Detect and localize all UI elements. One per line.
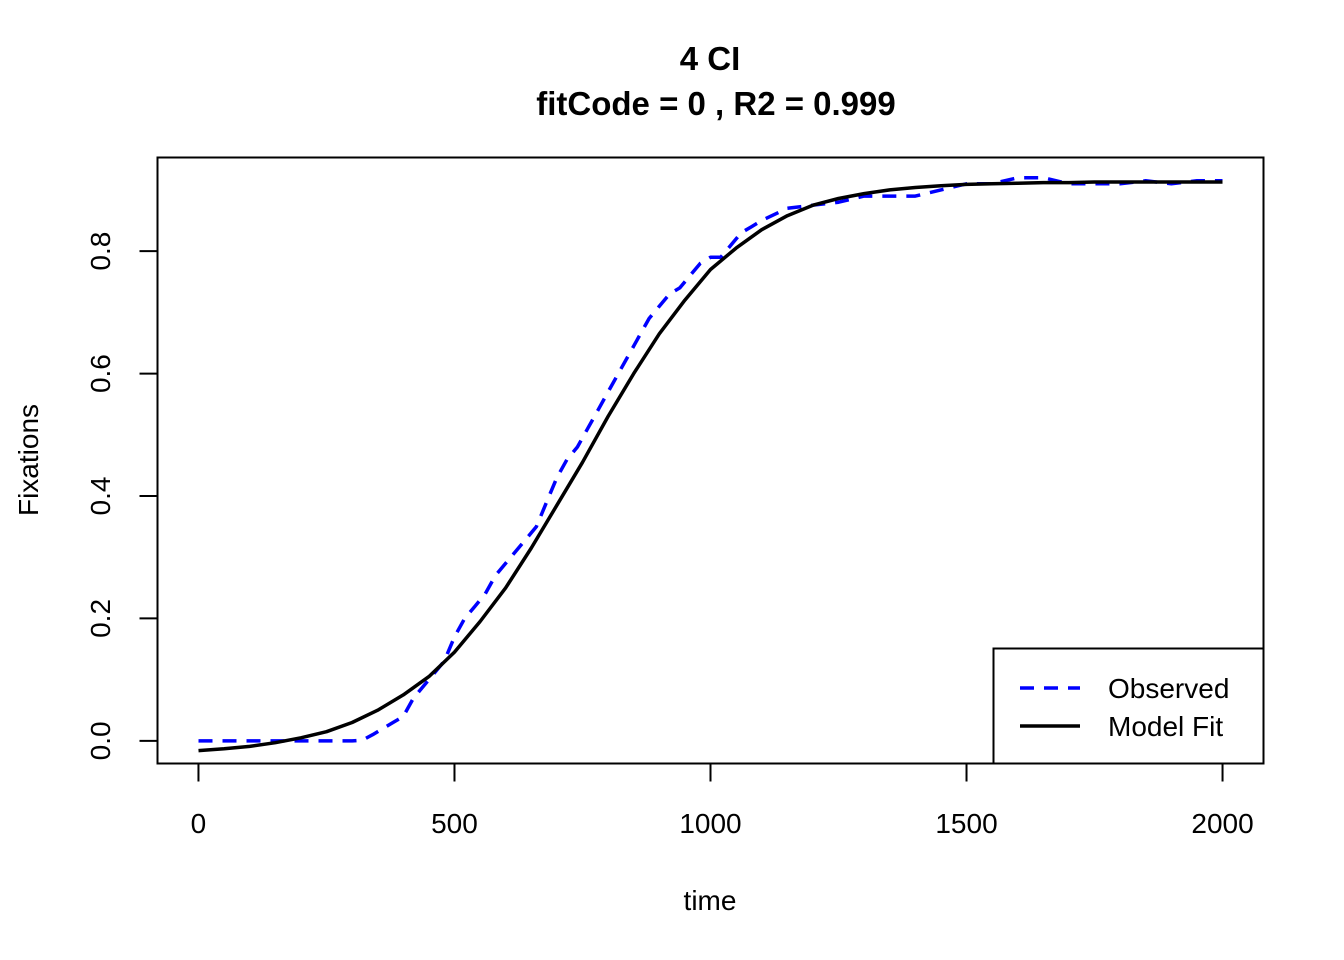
x-axis: 0 500 1000 1500 2000 — [191, 762, 1254, 839]
y-axis: 0.0 0.2 0.4 0.6 0.8 — [85, 232, 159, 760]
legend-box — [992, 647, 1265, 765]
x-tick-label: 2000 — [1191, 808, 1253, 839]
x-tick-label: 0 — [191, 808, 207, 839]
chart-title: 4 CI — [680, 40, 741, 77]
x-tick-label: 1000 — [679, 808, 741, 839]
x-tick-label: 500 — [431, 808, 478, 839]
y-tick-label: 0.0 — [85, 721, 116, 760]
y-axis-label: Fixations — [13, 404, 44, 516]
chart-subtitle: fitCode = 0 , R2 = 0.999 — [536, 85, 896, 122]
legend-label-observed: Observed — [1108, 673, 1229, 704]
y-tick-label: 0.6 — [85, 354, 116, 393]
x-axis-label: time — [684, 885, 737, 916]
legend: Observed Model Fit — [992, 647, 1265, 765]
series-line-model-fit — [198, 180, 1223, 753]
x-tick-label: 1500 — [935, 808, 997, 839]
series-layer — [198, 175, 1223, 753]
y-tick-label: 0.8 — [85, 232, 116, 271]
y-tick-label: 0.4 — [85, 477, 116, 516]
legend-label-model-fit: Model Fit — [1108, 711, 1223, 742]
y-tick-label: 0.2 — [85, 599, 116, 638]
